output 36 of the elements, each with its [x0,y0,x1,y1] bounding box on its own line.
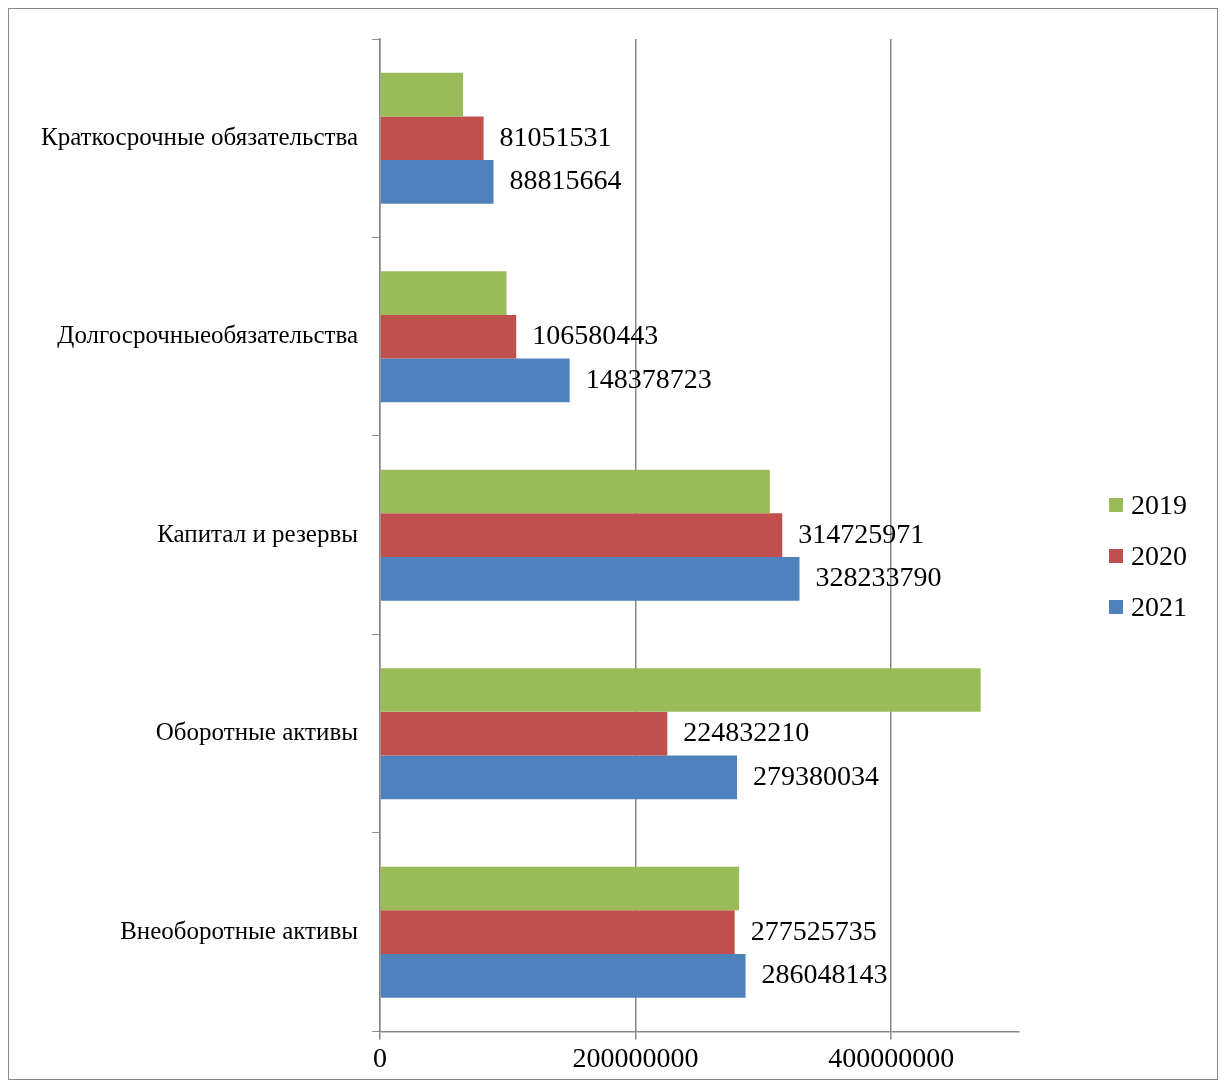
bar [380,314,517,359]
bar [380,953,746,998]
y-tick-label: Краткосрочные обязательства [40,122,358,150]
legend-label: 2020 [1131,539,1187,572]
data-label: 81051531 [499,120,612,152]
data-label: 224832210 [683,716,810,748]
y-tick-label: Долгосрочныеобязательства [57,321,358,349]
bar [380,72,464,117]
bar [380,513,783,558]
y-tick-label: Капитал и резервы [157,519,359,547]
data-label: 277525735 [750,914,877,946]
bar [380,557,800,601]
bar [380,358,570,403]
legend-label: 2021 [1131,590,1187,623]
legend-label: 2019 [1131,488,1187,521]
data-label: 279380034 [753,759,880,791]
x-tick-label: 400000000 [828,1041,955,1073]
y-tick-label: Оборотные активы [155,718,359,746]
bar [380,271,507,315]
bar [380,755,738,800]
data-label: 286048143 [761,958,888,990]
bar [380,711,668,756]
bar [380,160,494,204]
data-label: 328233790 [815,561,942,593]
bar [380,866,740,911]
bar [380,116,484,161]
bar [380,910,735,954]
data-label: 148378723 [585,362,712,394]
data-label: 88815664 [509,164,622,196]
data-label: 106580443 [532,319,659,351]
x-tick-label: 0 [373,1041,387,1073]
x-tick-label: 200000000 [572,1041,699,1073]
bar [380,469,770,514]
bar [380,668,981,712]
y-tick-label: Внеоборотные активы [120,916,359,944]
data-label: 314725971 [798,517,925,549]
